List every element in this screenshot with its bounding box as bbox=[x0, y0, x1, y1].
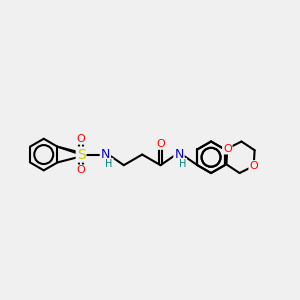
Text: N: N bbox=[174, 148, 184, 161]
Text: O: O bbox=[249, 161, 258, 171]
Text: H: H bbox=[105, 159, 113, 169]
Text: O: O bbox=[77, 134, 85, 144]
Text: O: O bbox=[223, 144, 232, 154]
Text: N: N bbox=[101, 148, 110, 161]
Text: S: S bbox=[77, 148, 85, 162]
Text: H: H bbox=[179, 159, 186, 169]
Text: O: O bbox=[156, 139, 165, 149]
Text: O: O bbox=[77, 165, 85, 175]
